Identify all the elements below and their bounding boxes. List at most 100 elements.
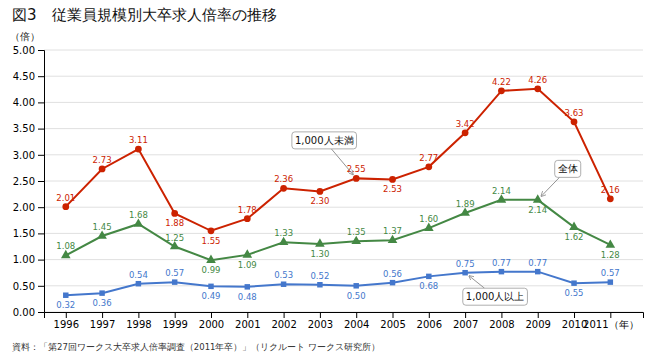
grid-line [44, 207, 643, 208]
series-marker [171, 210, 178, 217]
tick-mark [465, 312, 466, 318]
series-marker [315, 238, 325, 246]
data-label: 0.36 [93, 298, 112, 308]
grid [44, 50, 643, 312]
series-line [66, 89, 611, 231]
series-marker [99, 166, 106, 173]
data-label: 1.78 [238, 205, 257, 215]
tick: 2008 [489, 312, 514, 330]
series-marker [62, 203, 69, 210]
tick-label: 1999 [162, 319, 187, 330]
tick-mark [38, 129, 44, 130]
data-label: 0.54 [129, 270, 148, 280]
data-label: 1.62 [565, 232, 584, 242]
series-marker [242, 249, 252, 257]
data-label: 1.35 [347, 227, 366, 237]
tick-label: 2000 [199, 319, 224, 330]
series-marker [569, 222, 579, 230]
series-marker [499, 269, 504, 274]
data-label: 2.53 [383, 184, 402, 194]
tick: 2009 [525, 312, 550, 330]
tick: 1997 [90, 312, 115, 330]
tick-mark [38, 207, 44, 208]
tick-label: 1.50 [13, 228, 35, 239]
tick-label: 1997 [90, 319, 115, 330]
tick-label: 2011（年） [583, 319, 638, 330]
footnote: 資料：「第27回ワークス大卒求人倍率調査（2011年卒）」（リクルート ワークス… [12, 342, 380, 352]
tick-label: 4.50 [13, 71, 35, 82]
series-marker [353, 283, 358, 288]
tick: 1.50 [13, 228, 44, 239]
callout-arrow [331, 149, 353, 175]
data-label: 1.09 [238, 260, 257, 270]
tick-label: 1.00 [13, 254, 35, 265]
grid-line [44, 233, 643, 234]
data-labels: 2.012.733.111.881.551.782.362.302.552.53… [56, 75, 619, 310]
series-marker [389, 176, 396, 183]
grid-line [44, 128, 643, 129]
series-marker [535, 269, 540, 274]
series-marker [571, 280, 576, 285]
series-marker [462, 270, 467, 275]
series-marker [606, 239, 616, 247]
data-label: 2.14 [528, 205, 547, 215]
data-label: 3.42 [456, 119, 475, 129]
tick-label: 0.00 [13, 307, 35, 318]
tick-mark [610, 312, 611, 318]
series-marker [533, 194, 543, 202]
series-marker [426, 274, 431, 279]
y-axis-label: （倍） [10, 31, 40, 42]
axis-line [38, 51, 45, 313]
data-label: 0.55 [565, 288, 584, 298]
data-label: 0.77 [492, 258, 511, 268]
data-label: 0.68 [419, 281, 438, 291]
tick-label: 2006 [417, 319, 442, 330]
series-marker [244, 215, 251, 222]
data-label: 2.77 [419, 153, 438, 163]
tick-label: 4.00 [13, 97, 35, 108]
data-label: 0.32 [56, 300, 75, 310]
data-label: 1.68 [129, 210, 148, 220]
tick-label: 2.00 [13, 202, 35, 213]
series-label: 全体 [558, 163, 578, 174]
tick-mark [66, 312, 67, 318]
series-marker [208, 284, 213, 289]
tick: 2007 [453, 312, 478, 330]
tick: 3.50 [13, 123, 44, 134]
tick-label: 2008 [489, 319, 514, 330]
tick: 1999 [162, 312, 187, 330]
data-label: 1.88 [165, 218, 184, 228]
callout: 全体 [541, 160, 581, 196]
tick: 2003 [308, 312, 333, 330]
tick-mark [574, 312, 575, 318]
data-label: 0.53 [274, 270, 293, 280]
y-axis: 0.000.501.001.502.002.503.003.504.004.50… [13, 45, 45, 318]
tick: 2.00 [13, 202, 44, 213]
tick: 1.00 [13, 254, 44, 265]
tick: 2000 [199, 312, 224, 330]
tick-label: 0.50 [13, 281, 35, 292]
data-label: 1.33 [274, 228, 293, 238]
chart: 1996199719981999200020012002200320042005… [0, 0, 659, 356]
data-label: 0.99 [202, 265, 221, 275]
series-marker [498, 87, 505, 94]
data-label: 1.25 [165, 233, 184, 243]
tick: 0.00 [13, 307, 44, 318]
callout: 1,000人以上 [463, 276, 528, 305]
data-label: 0.57 [601, 268, 620, 278]
data-label: 2.30 [310, 196, 329, 206]
grid-line [44, 154, 643, 155]
tick-mark [38, 312, 44, 313]
series-marker [135, 146, 142, 153]
series-marker [317, 188, 324, 195]
data-label: 3.63 [565, 108, 584, 118]
series-marker [462, 129, 469, 136]
callout-box [292, 132, 357, 149]
tick-mark [38, 102, 44, 103]
tick-label: 2007 [453, 319, 478, 330]
tick-label: 2009 [525, 319, 550, 330]
series-marker [206, 255, 216, 263]
series-marker [608, 279, 613, 284]
data-label: 2.36 [274, 174, 293, 184]
tick: 2006 [417, 312, 442, 330]
